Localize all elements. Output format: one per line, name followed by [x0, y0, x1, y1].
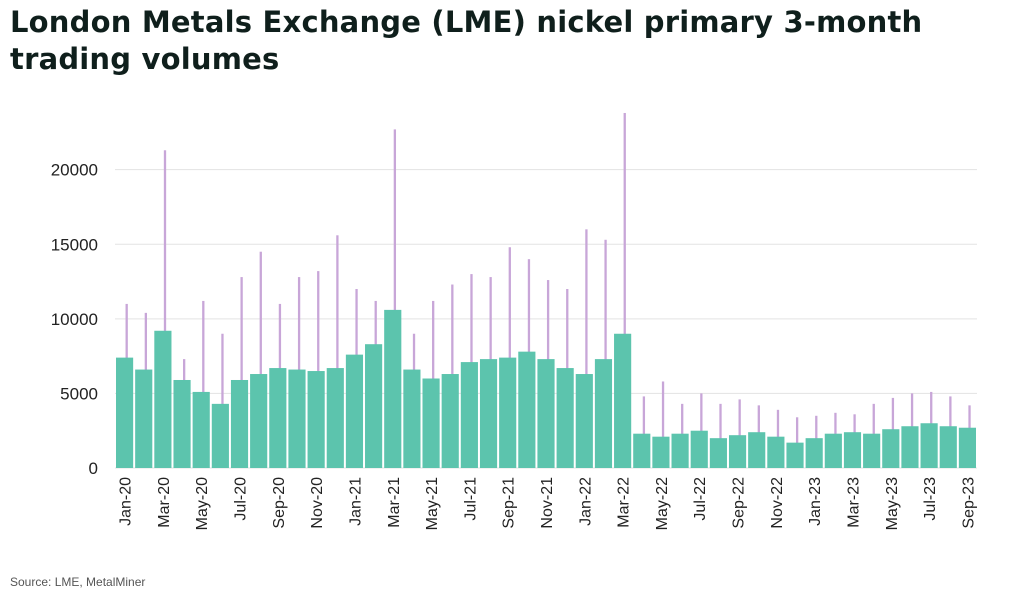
peak-bar: [202, 300, 205, 468]
x-tick-label: Mar-21: [386, 477, 403, 528]
x-tick-label: Sep-21: [501, 477, 518, 529]
x-tick-label: Jul-20: [233, 477, 250, 521]
x-tick-label: Jul-23: [922, 477, 939, 521]
volume-bar: [288, 369, 306, 468]
volume-bar: [326, 368, 344, 468]
x-tick-label: Jul-22: [692, 477, 709, 521]
volume-bar: [230, 379, 249, 468]
x-tick-label: May-23: [884, 477, 901, 530]
x-tick-label: Mar-20: [156, 477, 173, 528]
volume-bar: [211, 403, 229, 468]
volume-bar: [269, 368, 287, 468]
volume-bar: [460, 362, 478, 468]
volume-bar: [652, 436, 670, 468]
x-tick-label: Jan-21: [347, 477, 364, 526]
peak-bar: [738, 399, 741, 468]
peak-bar: [585, 229, 588, 468]
x-tick-label: Mar-23: [845, 477, 862, 528]
volume-bar: [690, 430, 708, 468]
volume-bar: [863, 433, 881, 468]
volume-bar: [518, 351, 536, 468]
volume-bar: [173, 379, 191, 468]
peak-bar: [604, 239, 607, 468]
volume-bar: [748, 432, 766, 468]
peak-bar: [393, 129, 397, 468]
x-tick-label: Sep-23: [960, 477, 977, 529]
x-tick-label: May-22: [654, 477, 671, 530]
volume-bar: [882, 429, 900, 468]
y-tick-label: 0: [89, 459, 98, 478]
x-tick-label: Nov-22: [769, 477, 786, 529]
y-tick-label: 15000: [51, 235, 98, 254]
volume-bar: [671, 433, 689, 468]
volume-bar: [365, 344, 383, 468]
volume-bar: [824, 433, 842, 468]
volume-bar: [958, 427, 976, 468]
volume-bar: [499, 357, 517, 468]
volume-bar: [135, 369, 153, 468]
y-axis: 0 5000 10000 15000 20000: [51, 161, 98, 478]
x-tick-label: Jul-21: [462, 477, 479, 521]
volume-bar: [805, 438, 823, 468]
volume-bar: [403, 369, 421, 468]
peak-bar: [163, 150, 167, 468]
peak-bar: [221, 333, 224, 468]
volume-bar: [345, 354, 364, 468]
volume-bar: [556, 368, 574, 468]
chart-title: London Metals Exchange (LME) nickel prim…: [10, 5, 923, 76]
volume-bar: [594, 359, 613, 468]
x-tick-label: Nov-20: [309, 477, 326, 529]
volume-bar: [192, 391, 210, 468]
peak-bar: [700, 393, 703, 468]
x-tick-label: May-21: [424, 477, 441, 530]
volume-bar: [709, 438, 727, 468]
x-tick-label: Mar-22: [616, 477, 633, 528]
volume-bar: [384, 309, 402, 468]
y-tick-label: 20000: [51, 161, 98, 180]
x-tick-label: Sep-22: [731, 477, 748, 529]
peak-bar: [642, 396, 646, 468]
peak-bar: [259, 251, 262, 468]
peak-bar: [661, 381, 665, 468]
x-axis: Jan-20 Mar-20 May-20 Jul-20 Sep-20 Nov-20 Jan-…: [118, 477, 978, 530]
volume-bar: [116, 357, 134, 468]
y-tick-label: 10000: [51, 310, 98, 329]
volume-bar: [920, 423, 938, 468]
volume-bar: [575, 374, 593, 468]
volume-bar: [422, 378, 440, 468]
volume-bar: [614, 333, 632, 468]
volume-bar: [154, 330, 172, 468]
volume-bar: [843, 432, 862, 468]
x-tick-label: Nov-21: [539, 477, 556, 529]
volume-bar: [939, 426, 957, 468]
volume-bar: [537, 359, 555, 468]
volume-bar: [901, 426, 919, 468]
volume-bar: [307, 371, 325, 468]
x-tick-label: Jan-20: [118, 477, 135, 526]
x-tick-label: Jan-23: [807, 477, 824, 526]
bars: [116, 112, 976, 468]
volume-bar: [633, 433, 651, 468]
volume-bar: [250, 374, 268, 468]
volume-bar: [728, 435, 747, 468]
x-tick-label: Jan-22: [577, 477, 594, 526]
x-tick-label: Sep-20: [271, 477, 288, 529]
peak-bar: [336, 235, 339, 468]
peak-bar: [719, 403, 722, 468]
x-tick-label: May-20: [194, 477, 211, 530]
volume-bar: [786, 442, 804, 468]
y-tick-label: 5000: [60, 384, 98, 403]
peak-bar: [623, 112, 626, 468]
volume-bar: [767, 436, 785, 468]
volume-bar: [479, 359, 498, 468]
peak-bar: [240, 277, 243, 468]
peak-bar: [317, 271, 320, 468]
volume-bar: [441, 374, 459, 468]
source-note: Source: LME, MetalMiner: [10, 575, 146, 589]
